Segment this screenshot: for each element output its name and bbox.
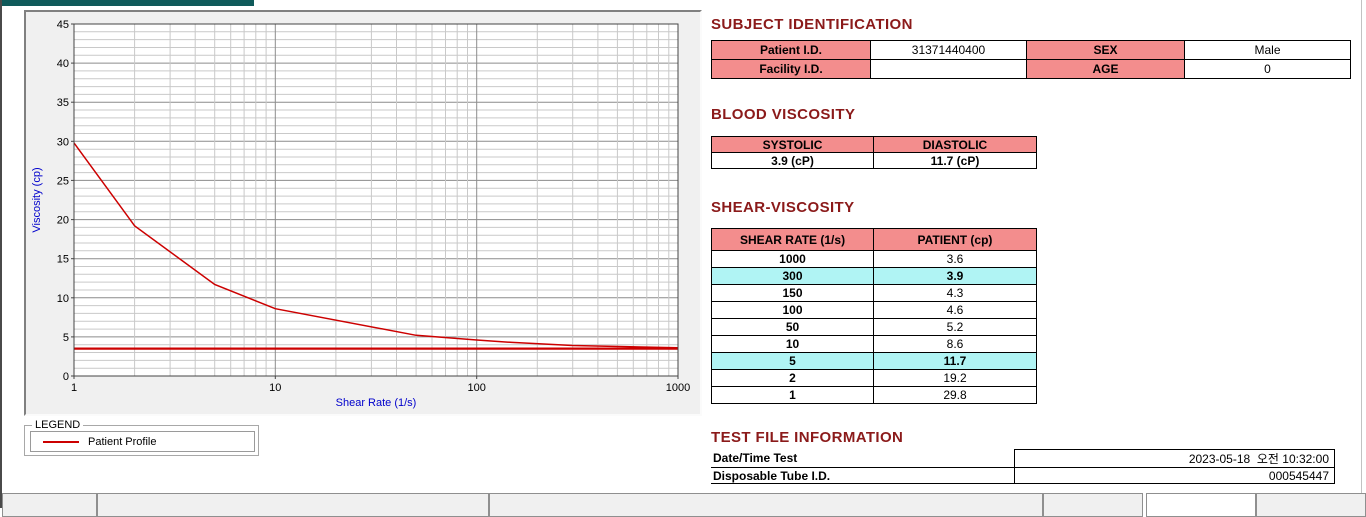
table-row-highlighted: 5 11.7 [711, 352, 1037, 370]
shear-rate-cell: 300 [711, 267, 874, 285]
svg-text:0: 0 [63, 371, 69, 383]
date-time-test-label: Date/Time Test [711, 449, 1015, 468]
date-time-test-value: 2023-05-18 오전 10:32:00 [1014, 449, 1335, 468]
svg-text:30: 30 [57, 136, 69, 148]
table-row-highlighted: 300 3.9 [711, 267, 1037, 285]
table-row: Facility I.D. AGE 0 [711, 59, 1351, 79]
svg-text:20: 20 [57, 215, 69, 227]
sex-value: Male [1184, 40, 1351, 60]
patient-value-cell: 11.7 [873, 352, 1037, 370]
shear-rate-cell: 1 [711, 386, 874, 404]
patient-id-label: Patient I.D. [711, 40, 871, 60]
diastolic-header: DIASTOLIC [873, 136, 1037, 153]
patient-profile-line-sample [43, 440, 79, 443]
disposable-tube-id-value: 000545447 [1014, 467, 1335, 484]
svg-text:35: 35 [57, 97, 69, 109]
shear-viscosity-table: SHEAR RATE (1/s) PATIENT (cp) 1000 3.6 3… [711, 228, 1037, 404]
svg-text:5: 5 [63, 332, 69, 344]
shear-rate-cell: 1000 [711, 250, 874, 268]
patient-value-cell: 29.8 [873, 386, 1037, 404]
svg-text:25: 25 [57, 175, 69, 187]
table-row: Disposable Tube I.D. 000545447 [711, 467, 1335, 484]
patient-id-value: 31371440400 [870, 40, 1027, 60]
table-row: 100 4.6 [711, 301, 1037, 319]
svg-text:10: 10 [269, 382, 281, 394]
age-label: AGE [1026, 59, 1185, 79]
svg-text:10: 10 [57, 293, 69, 305]
table-row: 150 4.3 [711, 284, 1037, 302]
patient-value-cell: 4.3 [873, 284, 1037, 302]
test-file-information-title: TEST FILE INFORMATION [711, 429, 904, 446]
patient-value-cell: 3.6 [873, 250, 1037, 268]
blood-viscosity-title: BLOOD VISCOSITY [711, 106, 856, 123]
sex-label: SEX [1026, 40, 1185, 60]
svg-text:45: 45 [57, 19, 69, 31]
subject-identification-table: Patient I.D. 31371440400 SEX Male Facili… [711, 40, 1351, 79]
diastolic-value: 11.7 (cP) [873, 152, 1037, 169]
subject-identification-title: SUBJECT IDENTIFICATION [711, 16, 913, 33]
table-row: 2 19.2 [711, 369, 1037, 387]
patient-value-cell: 8.6 [873, 335, 1037, 353]
viscosity-chart: 0 5 10 15 20 25 30 35 40 45 1 10 100 1000 Viscosity (c… [26, 12, 696, 410]
legend-entry: Patient Profile [30, 431, 255, 452]
shear-rate-cell: 2 [711, 369, 874, 387]
facility-id-label: Facility I.D. [711, 59, 871, 79]
window-edge-right [1361, 0, 1362, 508]
patient-value-cell: 4.6 [873, 301, 1037, 319]
shear-rate-cell: 150 [711, 284, 874, 302]
table-row: 10 8.6 [711, 335, 1037, 353]
table-header-row: SHEAR RATE (1/s) PATIENT (cp) [711, 228, 1037, 251]
systolic-header: SYSTOLIC [711, 136, 874, 153]
table-row: 3.9 (cP) 11.7 (cP) [711, 152, 1037, 169]
legend-title: LEGEND [32, 419, 84, 431]
partial-button[interactable] [2, 493, 97, 517]
shear-rate-cell: 5 [711, 352, 874, 370]
svg-text:1: 1 [71, 382, 77, 394]
svg-text:Shear Rate (1/s): Shear Rate (1/s) [336, 397, 417, 409]
window-chrome-fragment-top [0, 0, 254, 6]
partial-button[interactable] [1043, 493, 1143, 517]
svg-text:1000: 1000 [666, 382, 690, 394]
shear-rate-header: SHEAR RATE (1/s) [711, 228, 874, 251]
viscosity-chart-panel: 0 5 10 15 20 25 30 35 40 45 1 10 100 1000 Viscosity (c… [24, 10, 702, 416]
table-row: Date/Time Test 2023-05-18 오전 10:32:00 [711, 449, 1335, 468]
patient-cp-header: PATIENT (cp) [873, 228, 1037, 251]
shear-rate-cell: 50 [711, 318, 874, 336]
shear-rate-cell: 100 [711, 301, 874, 319]
test-file-information-table: Date/Time Test 2023-05-18 오전 10:32:00 Di… [711, 449, 1335, 484]
table-header-row: SYSTOLIC DIASTOLIC [711, 136, 1037, 153]
age-value: 0 [1184, 59, 1351, 79]
svg-text:Viscosity (cp): Viscosity (cp) [31, 167, 43, 232]
table-row: Patient I.D. 31371440400 SEX Male [711, 40, 1351, 60]
disposable-tube-id-label: Disposable Tube I.D. [711, 467, 1015, 484]
systolic-value: 3.9 (cP) [711, 152, 874, 169]
table-row: 50 5.2 [711, 318, 1037, 336]
patient-value-cell: 19.2 [873, 369, 1037, 387]
blood-viscosity-table: SYSTOLIC DIASTOLIC 3.9 (cP) 11.7 (cP) [711, 136, 1037, 169]
partial-button[interactable] [1256, 493, 1366, 517]
patient-value-cell: 5.2 [873, 318, 1037, 336]
patient-value-cell: 3.9 [873, 267, 1037, 285]
legend: LEGEND Patient Profile [24, 419, 259, 456]
svg-text:100: 100 [468, 382, 486, 394]
legend-entry-label: Patient Profile [88, 435, 157, 448]
window-edge-left [0, 0, 2, 508]
svg-text:40: 40 [57, 58, 69, 70]
table-row: 1000 3.6 [711, 250, 1037, 268]
partial-input[interactable] [1146, 493, 1256, 517]
shear-viscosity-title: SHEAR-VISCOSITY [711, 199, 855, 216]
facility-id-value [870, 59, 1027, 79]
table-row: 1 29.8 [711, 386, 1037, 404]
shear-rate-cell: 10 [711, 335, 874, 353]
partial-button[interactable] [489, 493, 1043, 517]
partial-button[interactable] [97, 493, 489, 517]
svg-text:15: 15 [57, 254, 69, 266]
